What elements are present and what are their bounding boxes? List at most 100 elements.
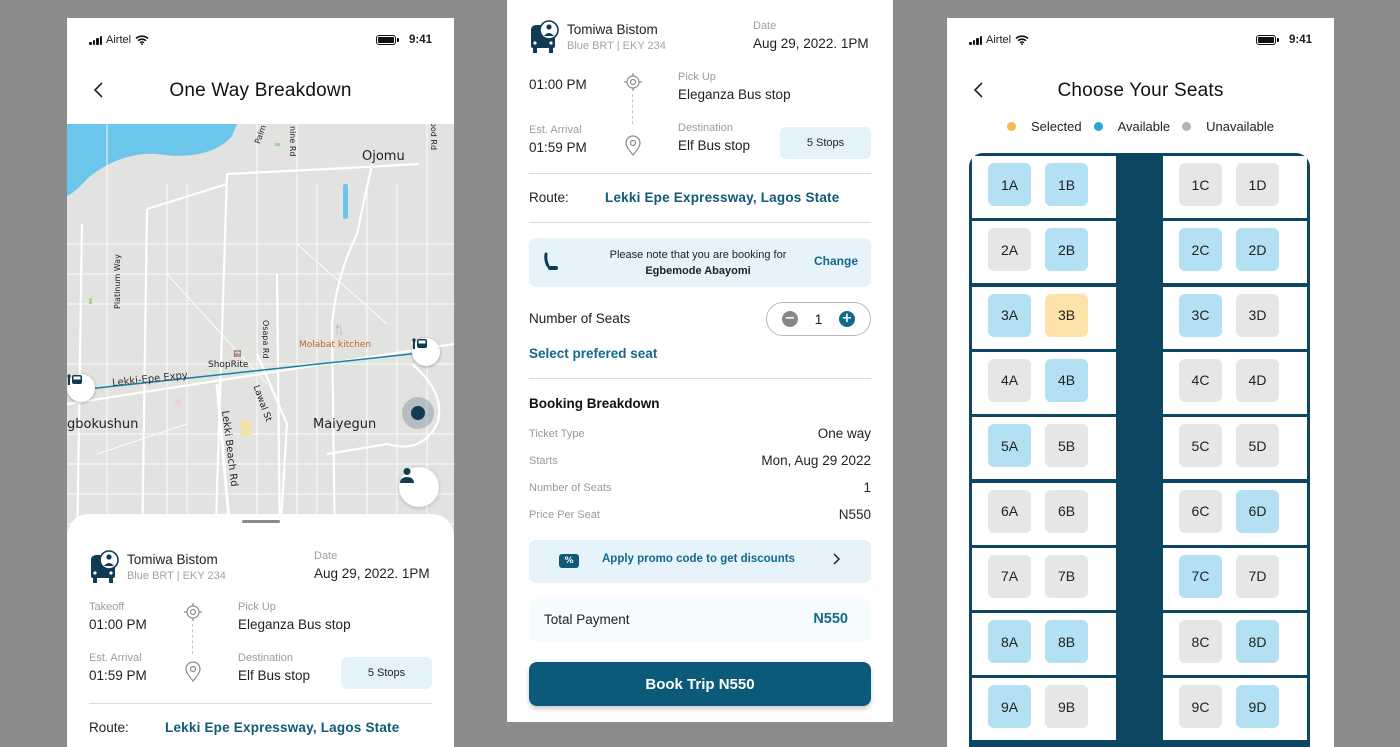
- trip-sheet: Tomiwa Bistom Blue BRT | EKY 234 Date Au…: [67, 514, 454, 747]
- chevron-right-icon: [833, 553, 841, 565]
- map-label-shoprite: ShopRite: [208, 360, 249, 370]
- route-row: Route: Lekki Epe Expressway, Lagos State: [89, 720, 399, 735]
- seat-available[interactable]: 8A: [988, 620, 1031, 664]
- takeoff-label: Takeoff: [89, 601, 125, 613]
- bus-stop-end-pin[interactable]: [412, 338, 440, 366]
- seat-row-right: 7C 7D: [1163, 547, 1307, 610]
- route-timeline: [183, 602, 203, 682]
- person-icon: [400, 468, 414, 483]
- map-label-molabat: Molabat kitchen: [299, 340, 372, 350]
- seat-selected[interactable]: 3B: [1045, 293, 1088, 337]
- seat-legend: Selected Available Unavailable: [947, 119, 1334, 134]
- seat-row: 3A 3B 3C 3D: [972, 286, 1307, 349]
- carrier-name: Airtel: [986, 34, 1012, 46]
- bus-stop-icon: [67, 374, 82, 385]
- status-bar: Airtel 9:41: [89, 32, 432, 48]
- bus-stop-icon: [412, 338, 427, 349]
- divider: [529, 378, 871, 379]
- map-label-nine-rd: nine Rd: [288, 126, 297, 157]
- seat-unavailable: 5C: [1179, 424, 1222, 468]
- date-label: Date: [753, 20, 777, 32]
- route-label: Route:: [529, 190, 569, 205]
- date-block: Date Aug 29, 2022. 1PM: [314, 550, 432, 581]
- legend-label: Unavailable: [1206, 119, 1275, 134]
- passenger-name: Egbemode Abayomi: [645, 265, 751, 277]
- total-label: Total Payment: [544, 612, 630, 627]
- seat-available[interactable]: 2C: [1179, 228, 1222, 272]
- drag-handle[interactable]: [242, 520, 280, 523]
- legend-label: Selected: [1030, 119, 1082, 134]
- seat-available[interactable]: 3C: [1179, 293, 1222, 337]
- seat-row-left: 5A 5B: [972, 417, 1116, 480]
- seat-available[interactable]: 8B: [1045, 620, 1088, 664]
- seat-unavailable: 6A: [988, 489, 1031, 533]
- available-dot-icon: [1093, 122, 1103, 131]
- seat-row-left: 7A 7B: [972, 547, 1116, 610]
- seat-row-left: 8A 8B: [972, 613, 1116, 676]
- seat-unavailable: 8C: [1179, 620, 1222, 664]
- seat-available[interactable]: 7C: [1179, 554, 1222, 598]
- select-preferred-seat-link[interactable]: Select prefered seat: [529, 346, 658, 361]
- seat-available[interactable]: 8D: [1236, 620, 1279, 664]
- legend-selected: Selected: [1006, 119, 1082, 134]
- seat-row-right: 8C 8D: [1163, 613, 1307, 676]
- seat-quantity-stepper[interactable]: − 1 +: [766, 302, 871, 336]
- change-passenger-link[interactable]: Change: [813, 254, 858, 268]
- stops-button[interactable]: 5 Stops: [780, 127, 871, 159]
- destination-value: Elf Bus stop: [238, 668, 311, 683]
- restaurant-icon: 🍴: [333, 325, 346, 336]
- bus-stop-start-pin[interactable]: [67, 374, 95, 402]
- seat-row: 8A 8B 8C 8D: [972, 613, 1307, 676]
- seat-row-left: 9A 9B: [972, 678, 1116, 741]
- seat-icon: [544, 252, 558, 270]
- unavailable-dot-icon: [1182, 122, 1192, 131]
- profile-button[interactable]: [399, 467, 439, 507]
- wifi-icon: [135, 35, 149, 45]
- increment-button[interactable]: +: [838, 311, 855, 327]
- breakdown-key: Price Per Seat: [529, 509, 600, 521]
- breakdown-key: Starts: [529, 455, 558, 467]
- breakdown-key: Number of Seats: [529, 482, 612, 494]
- stops-button[interactable]: 5 Stops: [341, 657, 432, 689]
- bus-driver-icon: [531, 20, 559, 53]
- screen-choose-seats: Airtel 9:41 Choose Your Seats Selected A…: [947, 18, 1334, 747]
- breakdown-value: N550: [838, 507, 871, 522]
- seat-available[interactable]: 1A: [988, 163, 1031, 206]
- seat-available[interactable]: 1B: [1045, 163, 1088, 206]
- book-trip-button[interactable]: Book Trip N550: [529, 662, 871, 706]
- promo-code-button[interactable]: % Apply promo code to get discounts: [529, 540, 871, 583]
- notice-text: Please note that you are booking for Egb…: [573, 247, 823, 279]
- seat-unavailable: 4D: [1236, 358, 1279, 402]
- seat-available[interactable]: 9A: [988, 685, 1031, 729]
- booking-for-notice: Please note that you are booking for Egb…: [529, 238, 871, 287]
- clock: 9:41: [1288, 34, 1312, 46]
- decrement-button[interactable]: −: [782, 311, 798, 327]
- header: Choose Your Seats: [947, 76, 1334, 106]
- seat-available[interactable]: 5A: [988, 424, 1031, 468]
- signal-icon: [969, 35, 982, 45]
- destination-block: Destination Elf Bus stop: [238, 652, 310, 683]
- back-arrow-icon[interactable]: [91, 79, 107, 101]
- seat-available[interactable]: 2B: [1045, 228, 1088, 272]
- pickup-value: Eleganza Bus stop: [678, 87, 791, 102]
- seat-available[interactable]: 2D: [1236, 228, 1279, 272]
- total-value: N550: [813, 611, 848, 627]
- seat-available[interactable]: 9D: [1236, 685, 1279, 729]
- legend-label: Available: [1117, 119, 1171, 134]
- seat-row-right: 1C 1D: [1163, 156, 1307, 218]
- route-row: Route: Lekki Epe Expressway, Lagos State: [529, 190, 839, 205]
- arrival-time: 01:59 PM: [89, 668, 147, 683]
- seat-available[interactable]: 3A: [988, 293, 1031, 337]
- seat-row: 2A 2B 2C 2D: [972, 221, 1307, 284]
- driver-name: Tomiwa Bistom: [127, 552, 218, 567]
- bus-seat-map: 1A 1B 1C 1D 2A 2B 2C 2D 3A 3B 3C 3D 4A 4B 4C 4D 5A 5B 5C 5D…: [969, 153, 1310, 747]
- seat-available[interactable]: 6D: [1236, 489, 1279, 533]
- screen-booking: Tomiwa Bistom Blue BRT | EKY 234 Date Au…: [507, 0, 893, 722]
- date-block: Date Aug 29, 2022. 1PM: [753, 20, 871, 51]
- back-arrow-icon[interactable]: [971, 79, 987, 101]
- seat-unavailable: 4C: [1179, 358, 1222, 402]
- driver-name: Tomiwa Bistom: [567, 22, 658, 37]
- breakdown-row: Price Per Seat N550: [529, 507, 871, 525]
- route-map[interactable]: Ojomu Maiyegun gbokushun ShopRite Molaba…: [67, 124, 454, 554]
- seat-available[interactable]: 4B: [1045, 358, 1088, 402]
